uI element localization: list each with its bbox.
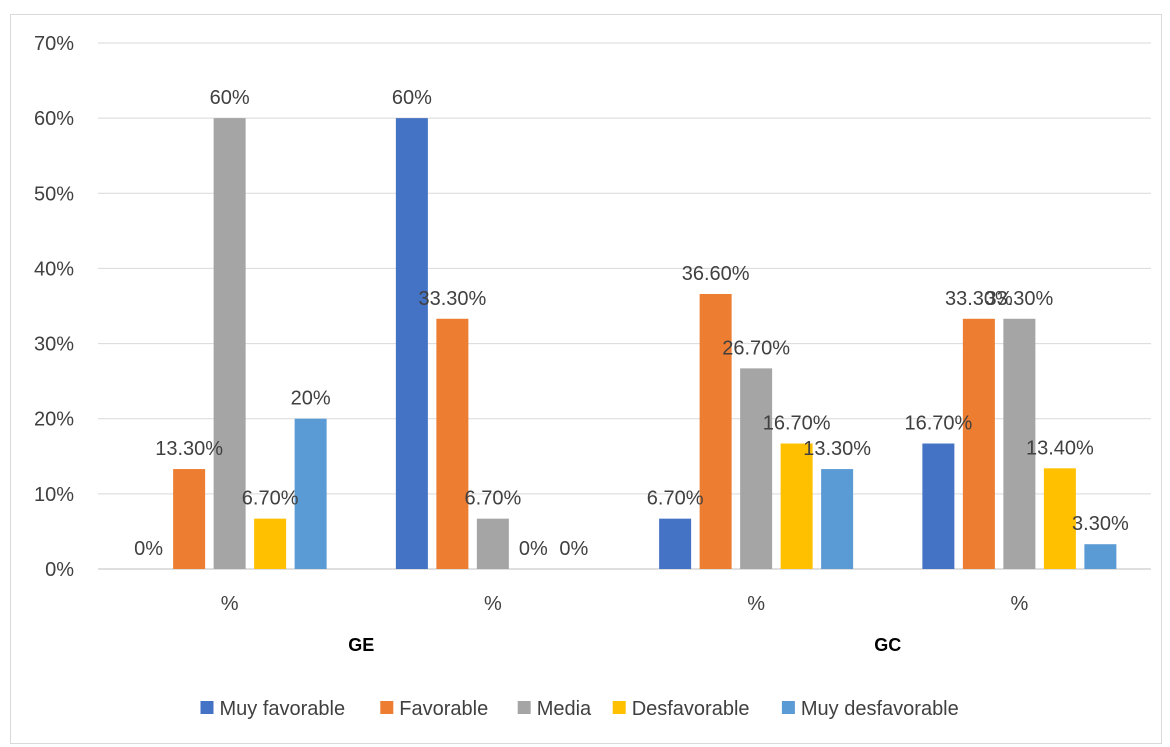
legend-swatch (200, 701, 214, 714)
bar (922, 443, 955, 569)
data-label: 0% (559, 538, 588, 560)
bar (476, 518, 509, 569)
bar (780, 443, 813, 569)
legend-swatch (781, 701, 795, 714)
data-labels: 0% 60% 6.70% 16.70% 13.30% 33.30% 36.60% 33.30%… (134, 87, 1129, 560)
legend-label: Media (537, 698, 592, 720)
data-label: 0% (519, 538, 548, 560)
data-label: 33.30% (985, 288, 1053, 310)
bar (254, 518, 287, 569)
bar (1003, 318, 1036, 569)
bar (962, 318, 995, 569)
group-label: GC (874, 635, 901, 655)
data-label: 36.60% (682, 263, 750, 285)
data-label: 33.30% (945, 288, 1013, 310)
y-tick-label: 50% (34, 183, 74, 205)
data-label: 6.70% (647, 488, 704, 510)
bars (173, 118, 1117, 570)
y-tick-label: 30% (34, 334, 74, 356)
legend-swatch (612, 701, 626, 714)
y-tick-label: 10% (34, 484, 74, 506)
legend-swatch (517, 701, 531, 714)
bar (436, 318, 469, 569)
group-labels: GE GC (348, 635, 901, 655)
x-tick-label: % (484, 593, 502, 615)
bar-chart: 0% 10% 20% 30% 40% 50% 60% 70% 0% 60% 6.70% 16.70%… (34, 33, 1151, 720)
bar (1043, 468, 1076, 569)
data-label: 0% (134, 538, 163, 560)
legend-label: Muy desfavorable (801, 698, 959, 720)
x-tick-label: % (747, 593, 765, 615)
bar (294, 418, 327, 569)
bar (821, 469, 854, 569)
legend: Muy favorable Favorable Media Desfavorable M… (200, 698, 959, 720)
data-label: 13.30% (803, 438, 871, 460)
y-tick-label: 20% (34, 409, 74, 431)
gridlines (98, 42, 1151, 570)
data-label: 60% (210, 87, 250, 109)
data-label: 16.70% (904, 413, 972, 435)
bar (1084, 544, 1117, 569)
y-tick-label: 70% (34, 33, 74, 55)
bar (659, 518, 692, 569)
data-label: 13.30% (155, 438, 223, 460)
data-label: 33.30% (418, 288, 486, 310)
y-axis-ticks: 0% 10% 20% 30% 40% 50% 60% 70% (34, 33, 74, 581)
legend-label: Desfavorable (632, 698, 750, 720)
bar (699, 293, 732, 569)
data-label: 3.30% (1072, 513, 1129, 535)
bar (395, 118, 428, 570)
data-label: 6.70% (465, 488, 522, 510)
group-label: GE (348, 635, 374, 655)
bar (213, 118, 246, 570)
x-axis-ticks: %%%% (221, 593, 1029, 615)
y-tick-label: 60% (34, 108, 74, 130)
legend-label: Favorable (399, 698, 488, 720)
data-label: 6.70% (242, 488, 299, 510)
data-label: 13.40% (1026, 437, 1094, 459)
legend-swatch (380, 701, 394, 714)
legend-label: Muy favorable (220, 698, 346, 720)
data-label: 20% (291, 388, 331, 410)
bar (173, 469, 206, 569)
x-tick-label: % (1010, 593, 1028, 615)
y-tick-label: 40% (34, 258, 74, 280)
data-label: 60% (392, 87, 432, 109)
data-label: 26.70% (722, 337, 790, 359)
y-tick-label: 0% (45, 559, 74, 581)
bar (740, 368, 773, 569)
chart-frame: 0% 10% 20% 30% 40% 50% 60% 70% 0% 60% 6.70% 16.70%… (10, 14, 1162, 744)
x-tick-label: % (221, 593, 239, 615)
data-label: 16.70% (763, 413, 831, 435)
